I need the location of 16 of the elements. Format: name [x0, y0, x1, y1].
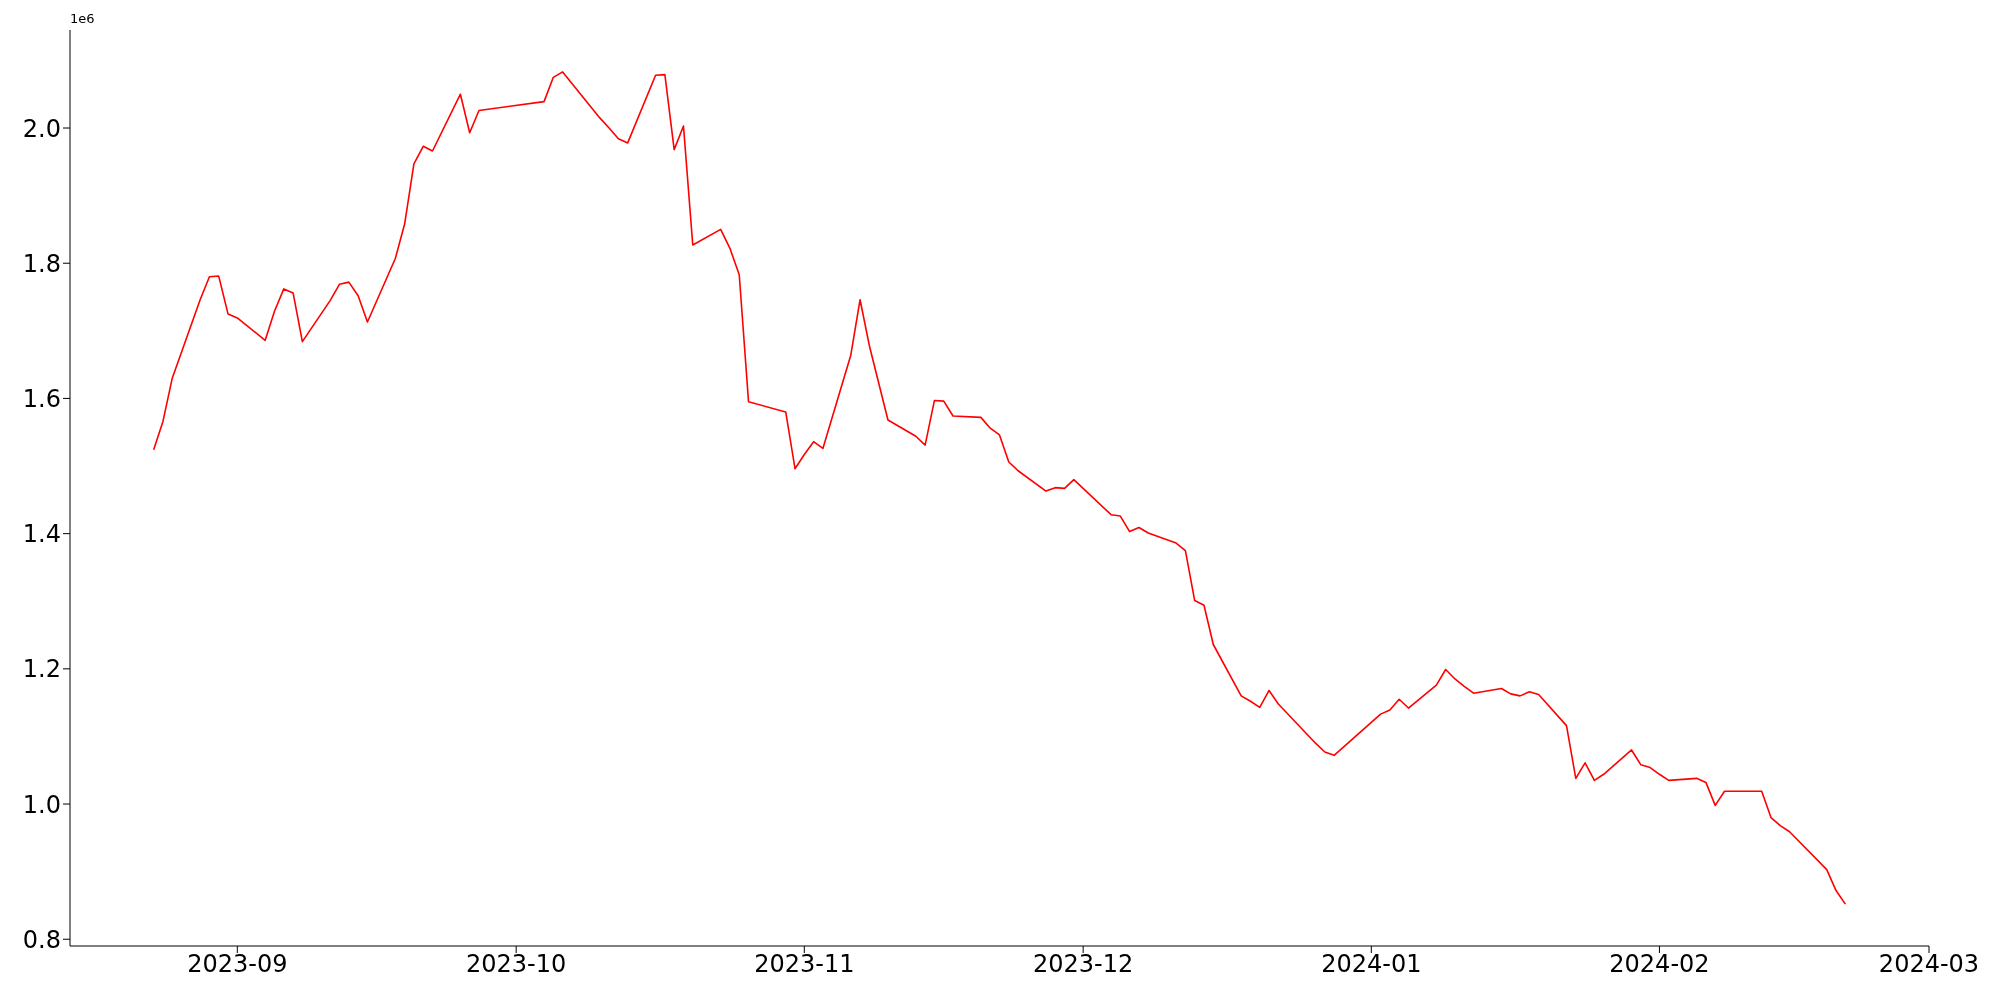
x-tick-label: 2024-01	[1321, 950, 1422, 979]
y-tick-label: 1.0	[22, 790, 61, 819]
x-tick-label: 2023-11	[754, 950, 855, 979]
y-tick-label: 1.4	[22, 520, 61, 549]
x-tick-label: 2023-12	[1033, 950, 1134, 979]
x-tick-label: 2023-09	[187, 950, 288, 979]
y-tick-label: 1.6	[22, 384, 61, 413]
y-tick-label: 0.8	[22, 925, 61, 954]
x-tick-label: 2023-10	[466, 950, 567, 979]
text: 1e6	[70, 11, 95, 26]
y-tick-label: 1.2	[22, 655, 61, 684]
x-tick-label: 2024-02	[1609, 950, 1710, 979]
x-tick-label: 2024-03	[1878, 950, 1980, 979]
y-tick-label: 2.0	[22, 114, 61, 143]
line-series	[152, 71, 1847, 905]
y-tick-label: 1.8	[22, 249, 61, 278]
